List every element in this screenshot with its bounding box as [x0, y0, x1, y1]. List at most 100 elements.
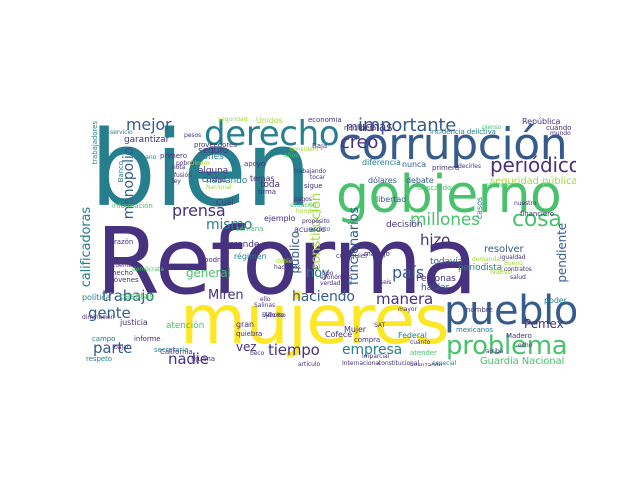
cloud-word: demanda — [472, 256, 500, 263]
cloud-word: Tijuana — [190, 355, 215, 363]
cloud-word: ejemplo — [264, 214, 296, 223]
cloud-word: ello — [260, 296, 271, 303]
cloud-word: seis — [380, 279, 392, 286]
cloud-word: artículo — [298, 361, 321, 367]
cloud-word: salud — [510, 274, 526, 281]
cloud-word: neoliberal — [344, 124, 379, 132]
cloud-word: casetas — [120, 292, 154, 302]
cloud-word: fusión — [174, 172, 192, 179]
cloud-word: toda — [260, 180, 280, 190]
cloud-word: semana — [236, 225, 264, 233]
cloud-word: libertad — [376, 195, 407, 204]
cloud-word: economía — [308, 117, 342, 124]
cloud-word: corrupción — [338, 119, 568, 170]
cloud-word: seguro — [198, 146, 229, 156]
cloud-word: elementos — [486, 182, 517, 189]
cloud-word: gobierno — [336, 165, 562, 225]
cloud-word: respeto — [86, 355, 112, 363]
cloud-word: garantizar — [124, 135, 170, 145]
cloud-word: mayor — [398, 306, 417, 313]
cloud-word: informe — [134, 335, 161, 343]
cloud-word: económica — [320, 274, 353, 281]
cloud-word: hacemos — [274, 264, 301, 271]
cloud-word: hecho — [112, 269, 133, 277]
cloud-word: California — [160, 348, 193, 356]
cloud-word: cuándo — [546, 124, 572, 132]
cloud-word: debate — [406, 176, 434, 185]
cloud-word: hablando — [206, 176, 248, 186]
cloud-word: régimen — [234, 252, 267, 261]
cloud-word: pendiente — [555, 223, 569, 283]
cloud-word: empresa — [342, 342, 403, 358]
cloud-word: atención — [166, 321, 205, 331]
cloud-word: importante — [358, 117, 457, 136]
cloud-word: humano — [132, 154, 157, 161]
cloud-word: prensa — [172, 201, 226, 220]
cloud-word: pobres — [176, 160, 197, 167]
cloud-word: decisión — [386, 220, 423, 230]
cloud-word: Alfonso — [264, 312, 286, 319]
cloud-word: doble — [276, 258, 293, 265]
cloud-word: periódico — [490, 153, 576, 177]
cloud-word: creo — [340, 132, 379, 153]
cloud-word: campo — [92, 335, 116, 343]
cloud-word: trabajo — [102, 287, 155, 305]
cloud-word: hizo — [420, 231, 451, 249]
cloud-word: propósito — [302, 218, 330, 225]
cloud-word: nadie — [168, 350, 209, 367]
cloud-word: ocho — [518, 342, 533, 349]
cloud-word: mejor — [126, 117, 172, 134]
cloud-word: dólares — [368, 176, 397, 185]
cloud-word: mujeres — [180, 281, 450, 360]
cloud-word: general — [186, 266, 231, 280]
cloud-word: verdad — [320, 280, 341, 287]
cloud-word: considero — [290, 146, 319, 153]
cloud-word: tipo — [322, 270, 334, 277]
cloud-word: Bueno — [504, 260, 523, 267]
cloud-word: casos — [475, 197, 484, 220]
cloud-word: nota — [172, 164, 186, 171]
cloud-word: bien — [90, 117, 312, 230]
cloud-word: Dinero — [190, 160, 210, 167]
cloud-word: seguridad pública — [490, 176, 576, 187]
cloud-word: primera — [432, 164, 460, 172]
cloud-word: haciendo — [292, 289, 355, 305]
cloud-word: asunto — [310, 226, 331, 233]
cloud-word: SAT — [374, 322, 386, 329]
cloud-word: buscando — [418, 184, 452, 192]
cloud-word: Pemex — [524, 317, 564, 331]
cloud-word: Unidos — [256, 117, 283, 125]
cloud-word: años — [284, 152, 299, 159]
cloud-word: trabajando — [294, 168, 327, 175]
cloud-word: Guardia Nacional — [480, 356, 565, 367]
cloud-word: sigue — [304, 182, 323, 190]
cloud-word: Personas — [416, 274, 456, 284]
cloud-word: gran — [236, 320, 255, 329]
cloud-word: nombre — [466, 306, 493, 314]
cloud-word: financiero — [520, 210, 554, 218]
cloud-word: todavía — [430, 257, 463, 267]
cloud-word: alguna — [198, 166, 229, 176]
cloud-word: Ejército — [262, 312, 284, 319]
cloud-word: país — [392, 263, 425, 282]
cloud-word: muchas — [346, 120, 393, 134]
cloud-word: primero — [160, 152, 187, 160]
cloud-word: avanzando — [410, 362, 443, 367]
cloud-word: resolver — [484, 244, 524, 255]
cloud-word: Nacional — [206, 184, 232, 191]
cloud-word: mexicanos — [456, 326, 493, 334]
cloud-word: tocar — [310, 174, 326, 181]
cloud-word: Banco — [117, 161, 125, 183]
cloud-word: mismo — [206, 217, 253, 233]
cloud-word: vez — [236, 340, 257, 354]
cloud-word: manejo — [364, 250, 390, 258]
cloud-word: vida — [306, 264, 319, 271]
cloud-word: lunes — [200, 152, 224, 162]
cloud-word: Baja — [312, 142, 328, 150]
cloud-word: poder — [544, 296, 567, 305]
cloud-word: Mujer — [344, 325, 367, 334]
cloud-word: acuerdo — [294, 225, 326, 234]
cloud-word: hoy — [306, 266, 330, 281]
cloud-word: grande — [228, 240, 260, 250]
cloud-word: firma — [258, 188, 276, 196]
